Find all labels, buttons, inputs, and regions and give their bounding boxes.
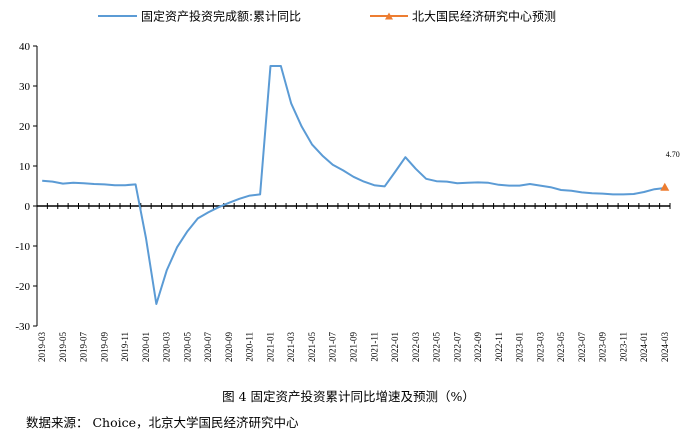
x-tick-label: 2021-07 — [328, 332, 338, 362]
y-axis-ticks: -30 -20 -10 0 10 20 30 40 — [15, 41, 37, 333]
x-tick-label: 2023-01 — [515, 332, 525, 362]
x-tick-label: 2022-01 — [390, 332, 400, 362]
x-tick-label: 2021-09 — [349, 332, 359, 362]
y-tick-label: -20 — [15, 281, 30, 293]
x-tick-label: 2023-05 — [556, 332, 566, 362]
y-tick-label: -30 — [15, 321, 30, 333]
x-tick-label: 2020-07 — [203, 332, 213, 362]
y-tick-label: 0 — [25, 201, 31, 213]
legend-actual-label: 固定资产投资完成额:累计同比 — [141, 9, 301, 24]
forecast-data-label: 4.70 — [666, 150, 680, 159]
y-tick-label: 30 — [19, 81, 31, 93]
x-tick-label: 2020-09 — [224, 332, 234, 362]
x-axis-ticks: 2019-03 2019-05 2019-07 2019-09 2019-11 2020-… — [36, 203, 671, 362]
y-tick-label: 40 — [19, 41, 31, 53]
x-tick-label: 2022-09 — [473, 332, 483, 362]
y-tick-label: 10 — [19, 161, 31, 173]
data-source: 数据来源： Choice，北京大学国民经济研究中心 — [26, 415, 299, 430]
x-tick-label: 2022-03 — [411, 332, 421, 362]
x-tick-label: 2024-01 — [639, 332, 649, 362]
x-tick-label: 2022-07 — [452, 332, 462, 362]
x-tick-label: 2019-07 — [79, 332, 89, 362]
legend: 固定资产投资完成额:累计同比 北大国民经济研究中心预测 — [98, 9, 556, 24]
x-tick-label: 2023-11 — [618, 332, 628, 362]
legend-forecast-marker — [385, 12, 393, 20]
x-tick-label: 2024-03 — [660, 332, 670, 362]
series-line-actual — [42, 65, 665, 305]
x-tick-label: 2019-09 — [99, 332, 109, 362]
x-tick-label: 2019-05 — [58, 332, 68, 362]
series-group: 4.70 — [42, 65, 680, 305]
forecast-point-marker — [660, 182, 670, 191]
axes — [36, 46, 670, 326]
x-tick-label: 2019-03 — [37, 332, 47, 362]
x-tick-label: 2023-03 — [535, 332, 545, 362]
x-tick-label: 2022-11 — [494, 332, 504, 362]
chart: 固定资产投资完成额:累计同比 北大国民经济研究中心预测 -30 -20 -10 0 10… — [15, 9, 680, 363]
x-tick-label: 2020-05 — [182, 332, 192, 362]
x-tick-label: 2022-05 — [432, 332, 442, 362]
x-tick-label: 2021-03 — [286, 332, 296, 362]
x-tick-label: 2020-01 — [141, 332, 151, 362]
y-tick-label: 20 — [19, 121, 31, 133]
x-tick-label: 2023-07 — [577, 332, 587, 362]
x-tick-label: 2020-03 — [162, 332, 172, 362]
x-tick-label: 2020-11 — [245, 332, 255, 362]
x-tick-label: 2021-05 — [307, 332, 317, 362]
x-tick-label: 2021-11 — [369, 332, 379, 362]
x-tick-label: 2021-01 — [265, 332, 275, 362]
x-tick-label: 2023-09 — [598, 332, 608, 362]
y-tick-label: -10 — [15, 241, 30, 253]
legend-forecast-label: 北大国民经济研究中心预测 — [412, 9, 556, 24]
figure-caption: 图 4 固定资产投资累计同比增速及预测（%） — [222, 389, 475, 404]
x-tick-label: 2019-11 — [120, 332, 130, 362]
